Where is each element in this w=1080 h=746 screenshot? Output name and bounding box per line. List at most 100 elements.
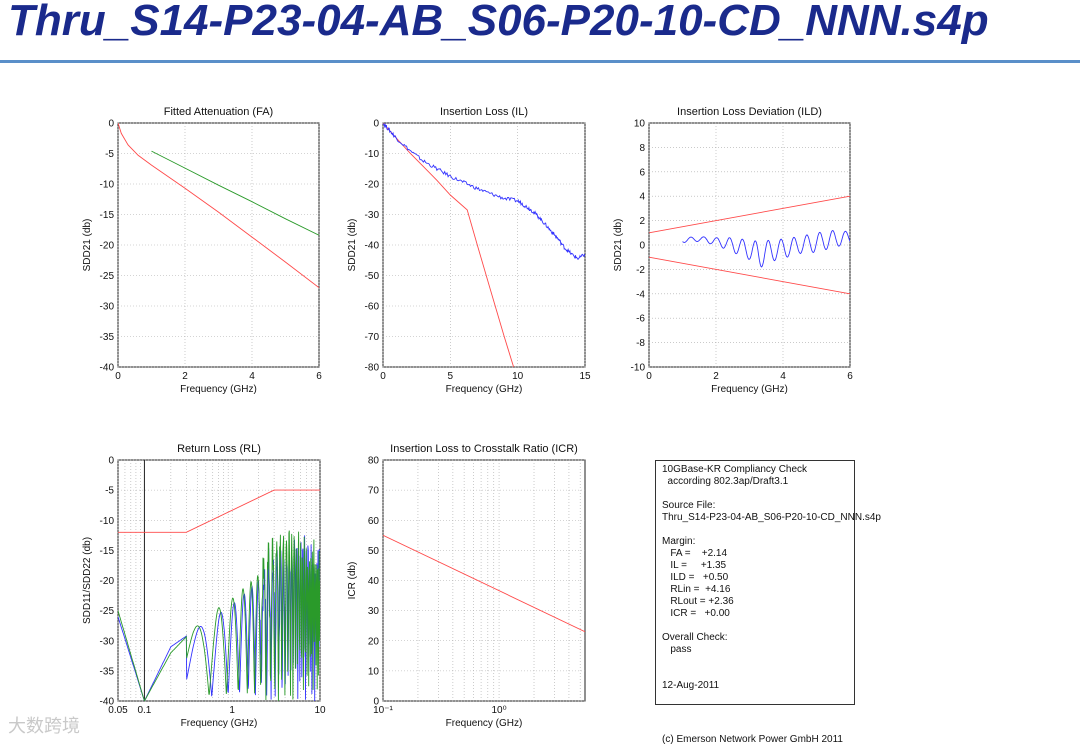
x-tick-label: 2 xyxy=(182,371,188,382)
y-axis-label: SDD21 (db) xyxy=(347,219,358,272)
series-line-red xyxy=(383,123,515,367)
y-tick-label: 0 xyxy=(373,697,379,708)
y-tick-label: -40 xyxy=(365,241,380,252)
copyright-text: (c) Emerson Network Power GmbH 2011 xyxy=(662,734,843,745)
info-line: ICR = +0.00 xyxy=(662,608,730,619)
chart-title: Insertion Loss Deviation (ILD) xyxy=(677,106,822,118)
y-tick-label: 0 xyxy=(108,456,114,467)
series-line-red xyxy=(118,123,319,289)
y-tick-label: 50 xyxy=(368,546,380,557)
y-tick-label: 0 xyxy=(639,241,645,252)
y-tick-label: -80 xyxy=(365,363,380,374)
series-line-red xyxy=(649,256,850,295)
y-axis-label: SDD11/SDD22 (db) xyxy=(82,537,93,624)
y-tick-label: -10 xyxy=(365,149,380,160)
info-line: RLout = +2.36 xyxy=(662,596,734,607)
info-line: FA = +2.14 xyxy=(662,548,728,559)
info-line xyxy=(662,488,848,500)
y-tick-label: 0 xyxy=(108,119,114,130)
x-tick-label: 0 xyxy=(115,371,121,382)
y-tick-label: -30 xyxy=(100,302,115,313)
info-line: ILD = +0.50 xyxy=(662,572,729,583)
info-line xyxy=(662,620,848,632)
x-tick-label: 0 xyxy=(380,371,386,382)
info-line: Overall Check: xyxy=(662,632,728,643)
x-axis-label: Frequency (GHz) xyxy=(446,384,523,395)
y-tick-label: 8 xyxy=(639,143,645,154)
info-line: according 802.3ap/Draft3.1 xyxy=(662,476,789,487)
y-tick-label: -8 xyxy=(636,338,645,349)
compliancy-info-box: 10GBase-KR Compliancy Check according 80… xyxy=(655,460,881,705)
y-tick-label: 60 xyxy=(368,516,380,527)
y-tick-label: -4 xyxy=(636,289,645,300)
chart-title: Fitted Attenuation (FA) xyxy=(164,106,273,118)
y-axis-label: SDD21 (db) xyxy=(613,219,624,272)
y-tick-label: -5 xyxy=(105,149,114,160)
x-axis-label: Frequency (GHz) xyxy=(181,718,258,729)
x-tick-label: 5 xyxy=(448,371,454,382)
y-tick-label: -10 xyxy=(100,180,115,191)
y-tick-label: -25 xyxy=(100,606,115,617)
y-tick-label: 20 xyxy=(368,636,380,647)
y-tick-label: -60 xyxy=(365,302,380,313)
y-tick-label: -2 xyxy=(636,265,645,276)
series-line-blue xyxy=(383,123,585,260)
series-line-blue xyxy=(682,229,850,268)
x-tick-label: 2 xyxy=(713,371,719,382)
x-tick-label: 10⁻¹ xyxy=(373,705,393,716)
y-tick-label: -20 xyxy=(100,241,115,252)
y-tick-label: -35 xyxy=(100,332,115,343)
chart-title: Insertion Loss to Crosstalk Ratio (ICR) xyxy=(390,443,578,455)
y-tick-label: -10 xyxy=(631,363,646,374)
x-tick-label: 1 xyxy=(229,705,235,716)
info-line xyxy=(662,656,848,668)
x-axis-label: Frequency (GHz) xyxy=(711,384,788,395)
y-tick-label: -30 xyxy=(100,636,115,647)
y-tick-label: 80 xyxy=(368,456,380,467)
x-axis-label: Frequency (GHz) xyxy=(446,718,523,729)
info-line: 10GBase-KR Compliancy Check xyxy=(662,464,808,475)
y-tick-label: -15 xyxy=(100,546,115,557)
x-tick-label: 0 xyxy=(646,371,652,382)
watermark-text: 大数跨境 xyxy=(8,716,80,737)
y-tick-label: -35 xyxy=(100,666,115,677)
info-line: pass xyxy=(662,644,692,655)
y-tick-label: -25 xyxy=(100,271,115,282)
y-tick-label: -20 xyxy=(100,576,115,587)
y-tick-label: -10 xyxy=(100,516,115,527)
y-tick-label: 4 xyxy=(639,192,645,203)
y-tick-label: -50 xyxy=(365,271,380,282)
chart-title: Insertion Loss (IL) xyxy=(440,106,528,118)
info-line: 12-Aug-2011 xyxy=(662,680,720,691)
series-line-red xyxy=(383,534,585,633)
series-line-red xyxy=(649,195,850,234)
y-axis-label: ICR (db) xyxy=(347,562,358,600)
x-tick-label: 0.05 xyxy=(108,705,128,716)
y-tick-label: -40 xyxy=(100,363,115,374)
x-tick-label: 6 xyxy=(316,371,322,382)
title-rule xyxy=(0,60,1080,63)
y-axis-label: SDD21 (db) xyxy=(82,219,93,272)
x-tick-label: 10⁰ xyxy=(491,705,506,716)
y-tick-label: 10 xyxy=(368,666,380,677)
slide-title: Thru_S14-P23-04-AB_S06-P20-10-CD_NNN.s4p xyxy=(8,0,989,45)
y-tick-label: 2 xyxy=(639,216,645,227)
info-line xyxy=(662,668,848,680)
info-line: Thru_S14-P23-04-AB_S06-P20-10-CD_NNN.s4p xyxy=(662,512,881,523)
x-tick-label: 10 xyxy=(314,705,326,716)
y-tick-label: 70 xyxy=(368,486,380,497)
y-tick-label: -15 xyxy=(100,210,115,221)
info-line: RLin = +4.16 xyxy=(662,584,731,595)
x-tick-label: 4 xyxy=(780,371,786,382)
y-tick-label: 10 xyxy=(634,119,646,130)
y-tick-label: 40 xyxy=(368,576,380,587)
series-line-red xyxy=(118,489,320,533)
info-line: Margin: xyxy=(662,536,696,547)
info-line: Source File: xyxy=(662,500,716,511)
x-axis-label: Frequency (GHz) xyxy=(180,384,257,395)
y-tick-label: 6 xyxy=(639,167,645,178)
y-tick-label: -20 xyxy=(365,180,380,191)
x-tick-label: 6 xyxy=(847,371,853,382)
y-tick-label: -5 xyxy=(105,486,114,497)
